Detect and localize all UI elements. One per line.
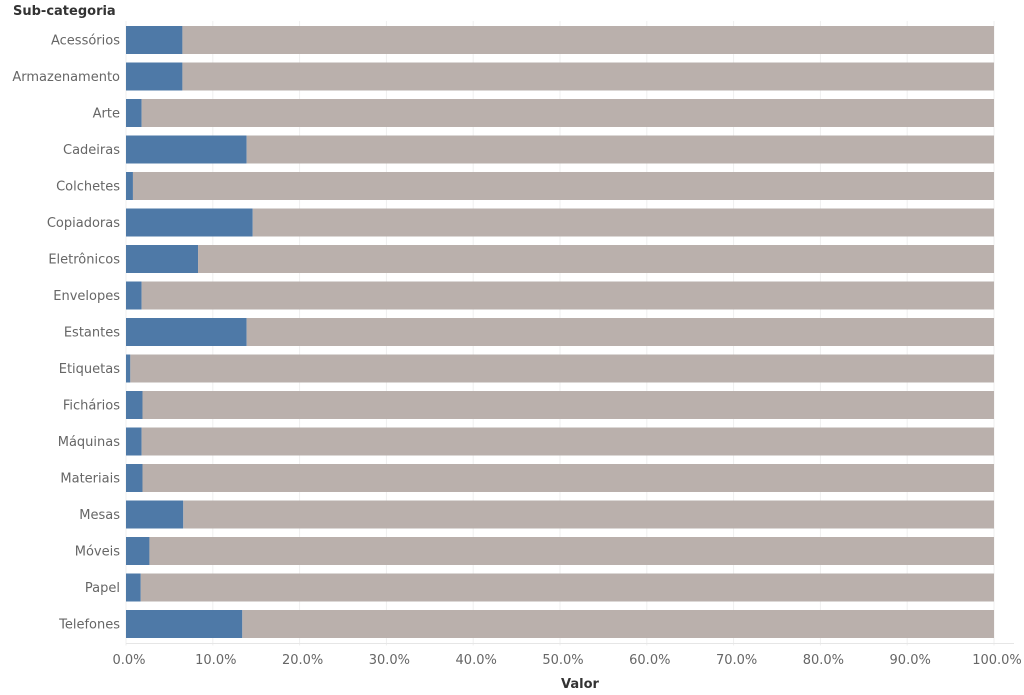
bar-remainder (140, 573, 995, 602)
x-tick-label: 80.0% (803, 653, 844, 668)
x-tick-label: 30.0% (369, 653, 410, 668)
category-label: Eletrônicos (48, 253, 120, 268)
category-label: Envelopes (53, 289, 120, 304)
bar-remainder (183, 500, 995, 529)
category-label: Colchetes (56, 180, 120, 195)
bar-remainder (142, 464, 994, 492)
category-label: Papel (85, 581, 120, 596)
category-label: Etiquetas (59, 362, 120, 377)
bar-remainder (130, 354, 995, 383)
bar-primary (126, 99, 142, 127)
category-label: Máquinas (58, 435, 120, 450)
category-label: Materiais (60, 472, 120, 487)
bar-remainder (198, 245, 994, 273)
bar-primary (126, 537, 150, 565)
bar-primary (126, 573, 141, 602)
x-tick-label: 90.0% (890, 653, 931, 668)
category-label: Mesas (79, 508, 120, 523)
x-tick-label: 60.0% (629, 653, 670, 668)
bar-remainder (246, 318, 995, 346)
bar-primary (126, 391, 143, 419)
category-label: Móveis (75, 545, 120, 560)
bar-remainder (252, 208, 994, 237)
category-label: Telefones (58, 618, 120, 633)
bar-primary (126, 208, 253, 237)
bar-remainder (182, 62, 995, 91)
category-label: Estantes (64, 326, 120, 341)
bar-remainder (141, 281, 994, 310)
x-tick-label: 20.0% (282, 653, 323, 668)
bar-primary (126, 135, 247, 164)
x-axis-title: Valor (561, 677, 599, 692)
category-label: Copiadoras (47, 216, 120, 231)
x-tick-label: 100.0% (972, 653, 1022, 668)
category-label: Fichários (63, 399, 120, 414)
x-tick-label: 0.0% (112, 653, 145, 668)
bar-primary (126, 610, 243, 638)
bar-primary (126, 318, 247, 346)
bar-remainder (149, 537, 994, 565)
bar-remainder (132, 172, 995, 200)
bar-primary (126, 245, 199, 273)
x-tick-label: 50.0% (542, 653, 583, 668)
bar-remainder (246, 135, 995, 164)
bar-remainder (141, 427, 994, 456)
bar-primary (126, 464, 143, 492)
bar-remainder (142, 391, 994, 419)
category-label: Acessórios (51, 34, 120, 49)
bar-primary (126, 172, 133, 200)
x-tick-label: 40.0% (456, 653, 497, 668)
bar-primary (126, 354, 131, 383)
x-tick-label: 70.0% (716, 653, 757, 668)
x-tick-label: 10.0% (195, 653, 236, 668)
category-label: Arte (93, 107, 120, 122)
bar-remainder (141, 99, 994, 127)
bar-primary (126, 281, 142, 310)
bar-primary (126, 427, 142, 456)
bar-remainder (242, 610, 994, 638)
bar-remainder (182, 26, 995, 54)
category-label: Armazenamento (12, 70, 120, 85)
bar-primary (126, 500, 184, 529)
y-axis-title: Sub-categoria (13, 4, 116, 19)
bar-primary (126, 26, 183, 54)
bar-primary (126, 62, 183, 91)
category-label: Cadeiras (63, 143, 120, 158)
